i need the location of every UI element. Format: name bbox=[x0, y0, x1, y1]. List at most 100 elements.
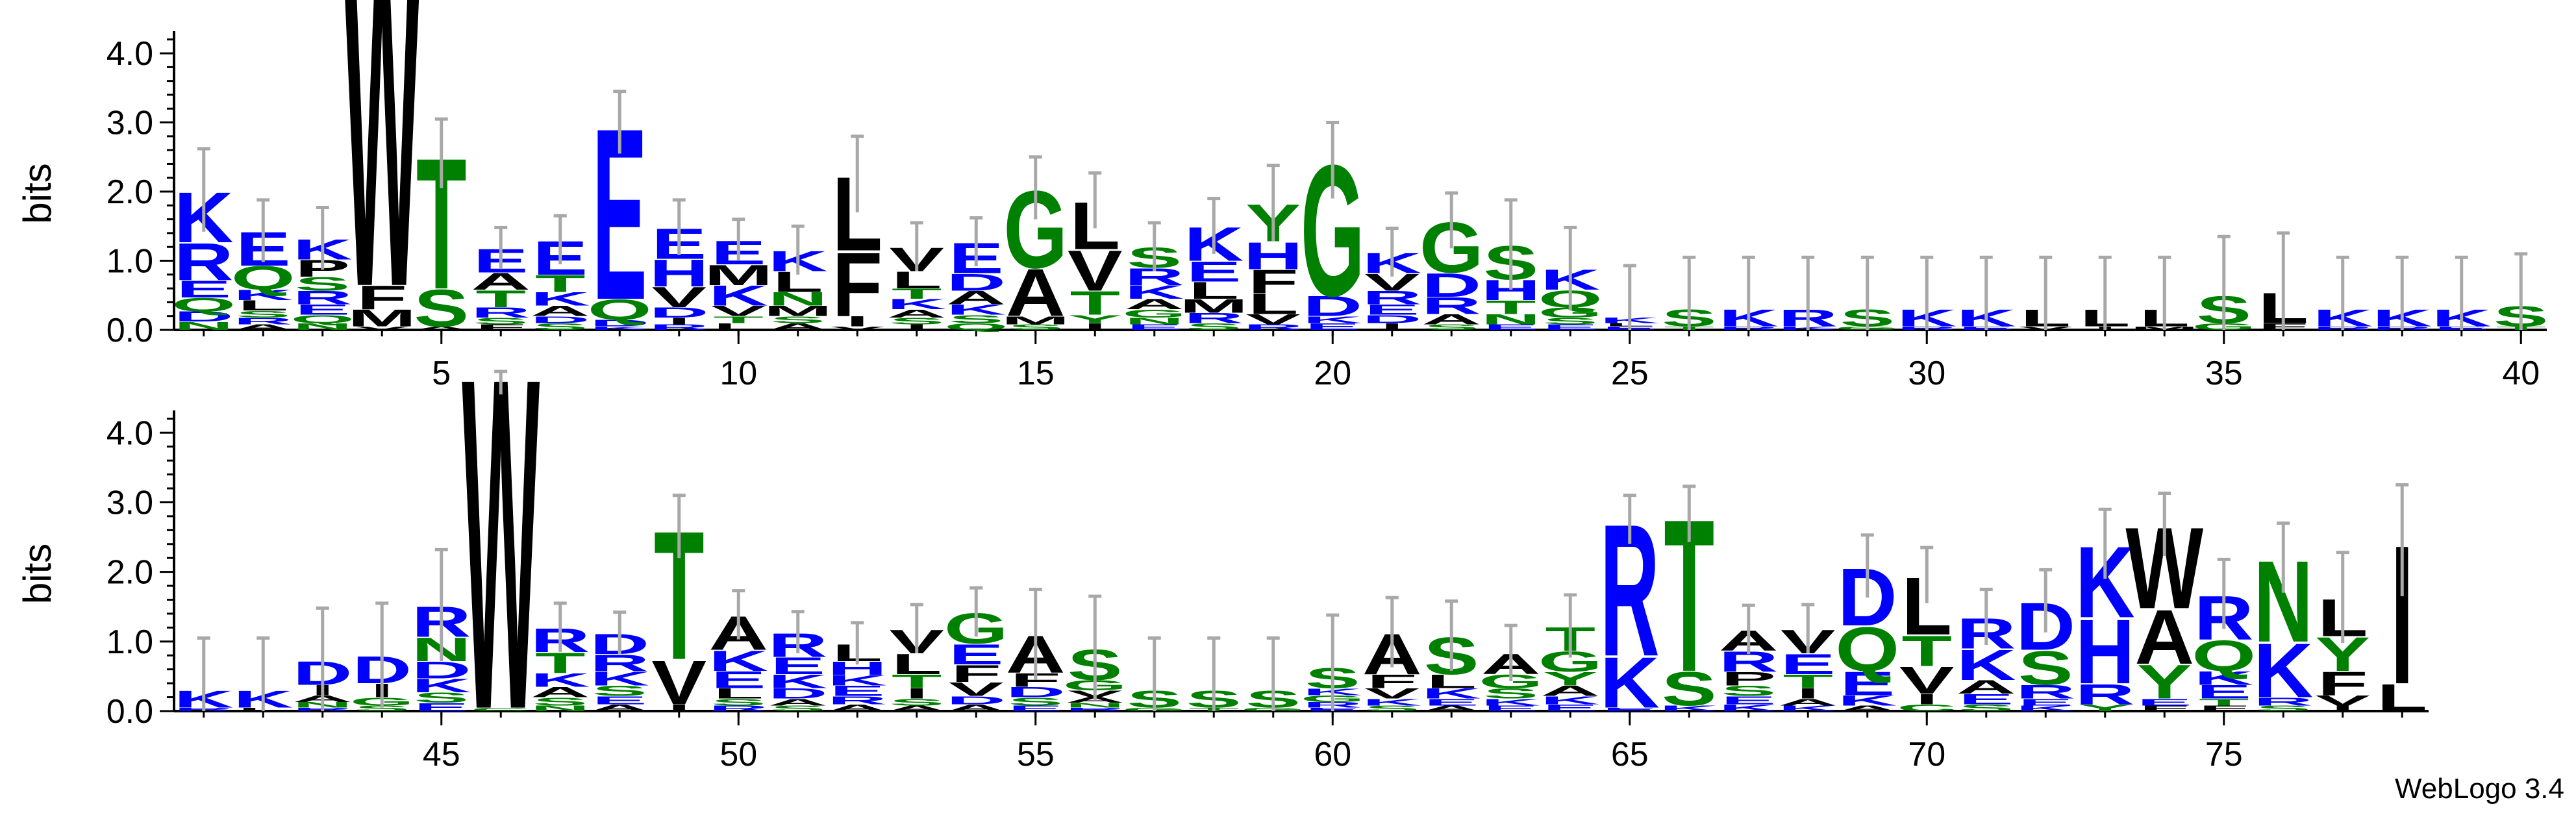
logo-letter-E: E bbox=[414, 701, 469, 714]
logo-letter-Y: Y bbox=[1068, 312, 1123, 325]
logo-letter-K: K bbox=[233, 287, 293, 303]
y-tick-label: 0.0 bbox=[106, 693, 153, 731]
logo-letter-R: R bbox=[2253, 695, 2313, 708]
logo-letter-T: T bbox=[1069, 284, 1120, 322]
logo-letter-Y: Y bbox=[2137, 655, 2192, 709]
logo-letter-F: F bbox=[2199, 704, 2249, 712]
logo-letter-V: V bbox=[651, 281, 707, 313]
logo-letter-S: S bbox=[295, 273, 350, 295]
logo-letter-I: I bbox=[846, 314, 869, 330]
logo-letter-L: L bbox=[2377, 677, 2427, 720]
logo-letter-K: K bbox=[1421, 686, 1481, 702]
y-tick-label: 0.0 bbox=[106, 312, 153, 349]
logo-letter-Y: Y bbox=[1543, 668, 1598, 690]
logo-letter-A: A bbox=[1957, 676, 2016, 697]
logo-letter-R: R bbox=[174, 232, 234, 292]
logo-letter-F: F bbox=[832, 234, 882, 336]
logo-letter-P: P bbox=[1721, 668, 1776, 690]
logo-letter-V: V bbox=[1068, 239, 1123, 303]
logo-letter-D: D bbox=[1421, 266, 1481, 304]
logo-letter-M: M bbox=[347, 305, 416, 332]
logo-letter-C: C bbox=[471, 707, 531, 712]
logo-letter-E: E bbox=[2018, 697, 2073, 708]
logo-letter-Q: Q bbox=[231, 259, 295, 297]
logo-letter-K: K bbox=[1362, 697, 1422, 708]
logo-letter-F: F bbox=[475, 323, 526, 331]
logo-letter-E: E bbox=[1364, 302, 1419, 318]
logo-letter-E: E bbox=[711, 666, 766, 694]
x-tick-label: 50 bbox=[719, 736, 757, 773]
x-tick-label: 25 bbox=[1611, 355, 1649, 392]
logo-letter-R: R bbox=[649, 323, 709, 331]
logo-letter-A: A bbox=[1006, 255, 1066, 331]
logo-letter-A: A bbox=[531, 303, 590, 320]
x-tick-label: 75 bbox=[2205, 736, 2243, 773]
logo-letter-E: E bbox=[1186, 256, 1242, 288]
logo-letter-K: K bbox=[946, 302, 1006, 318]
logo-letter-E: E bbox=[1721, 694, 1776, 707]
y-tick-label: 3.0 bbox=[106, 484, 153, 521]
logo-letter-K: K bbox=[887, 296, 947, 312]
logo-letter-S: S bbox=[1364, 704, 1419, 712]
logo-letter-F: F bbox=[2139, 704, 2190, 712]
logo-letter-K: K bbox=[531, 288, 590, 310]
logo-letter-T: T bbox=[1782, 671, 1833, 692]
logo-letter-L: L bbox=[892, 648, 942, 681]
logo-letter-R: R bbox=[1244, 323, 1303, 331]
logo-letter-S: S bbox=[1662, 662, 1717, 716]
logo-letter-Y: Y bbox=[2077, 703, 2132, 714]
logo-letter-T: T bbox=[1486, 297, 1536, 318]
logo-letter-T: T bbox=[892, 671, 942, 692]
logo-letter-E: E bbox=[949, 638, 1004, 671]
logo-letter-D: D bbox=[649, 305, 709, 321]
logo-letter-R: R bbox=[1362, 287, 1422, 308]
logo-letter-V: V bbox=[651, 647, 707, 718]
logo-letter-D: D bbox=[1303, 290, 1362, 322]
logo-letter-I: I bbox=[1084, 321, 1107, 332]
logo-letter-A: A bbox=[1125, 296, 1184, 312]
logo-letter-D: D bbox=[531, 314, 590, 325]
logo-letter-E: E bbox=[2137, 697, 2192, 708]
logo-letter-W: W bbox=[462, 279, 540, 808]
logo-letter-K: K bbox=[2016, 704, 2075, 712]
logo-letter-E: E bbox=[1305, 321, 1360, 332]
logo-letter-D: D bbox=[946, 694, 1006, 707]
logo-letter-K: K bbox=[1303, 314, 1362, 325]
logo-letter-V: V bbox=[1245, 312, 1301, 328]
logo-letter-A: A bbox=[946, 703, 1006, 714]
logo-letter-S: S bbox=[949, 312, 1004, 325]
logo-letter-K: K bbox=[1957, 640, 2016, 689]
logo-letter-R: R bbox=[233, 316, 293, 327]
logo-letter-S: S bbox=[770, 704, 825, 712]
logo-letter-E: E bbox=[295, 302, 350, 318]
logo-letter-I: I bbox=[2331, 704, 2354, 712]
logo-letter-L: L bbox=[1248, 288, 1299, 320]
logo-letter-K: K bbox=[708, 645, 768, 677]
logo-letter-F: F bbox=[951, 660, 1001, 687]
x-tick-label: 45 bbox=[423, 736, 460, 773]
logo-letter-A: A bbox=[2134, 595, 2194, 681]
logo-letter-S: S bbox=[1721, 683, 1776, 699]
logo-letter-D: D bbox=[1362, 312, 1422, 325]
logo-letter-S: S bbox=[1008, 323, 1063, 331]
logo-letter-R: R bbox=[708, 704, 768, 712]
logo-letter-A: A bbox=[768, 697, 828, 708]
logo-letter-G: G bbox=[1122, 307, 1186, 320]
logo-letter-A: A bbox=[827, 703, 887, 714]
logo-letter-I: I bbox=[668, 703, 690, 714]
logo-letter-S: S bbox=[1483, 686, 1538, 702]
x-tick-label: 10 bbox=[719, 355, 757, 392]
logo-letter-D: D bbox=[1006, 684, 1066, 701]
logo-letter-K: K bbox=[590, 325, 649, 331]
x-tick-label: 65 bbox=[1611, 736, 1649, 773]
logo-letter-S: S bbox=[889, 697, 944, 708]
logo-letter-S: S bbox=[2256, 704, 2311, 712]
x-tick-label: 55 bbox=[1017, 736, 1055, 773]
logo-letter-M: M bbox=[1001, 314, 1070, 327]
logo-letter-S: S bbox=[414, 279, 469, 338]
logo-letter-R: R bbox=[2016, 681, 2075, 703]
logo-letter-V: V bbox=[711, 303, 766, 320]
logo-letter-Q: Q bbox=[171, 294, 236, 316]
logo-letter-K: K bbox=[1778, 704, 1838, 712]
